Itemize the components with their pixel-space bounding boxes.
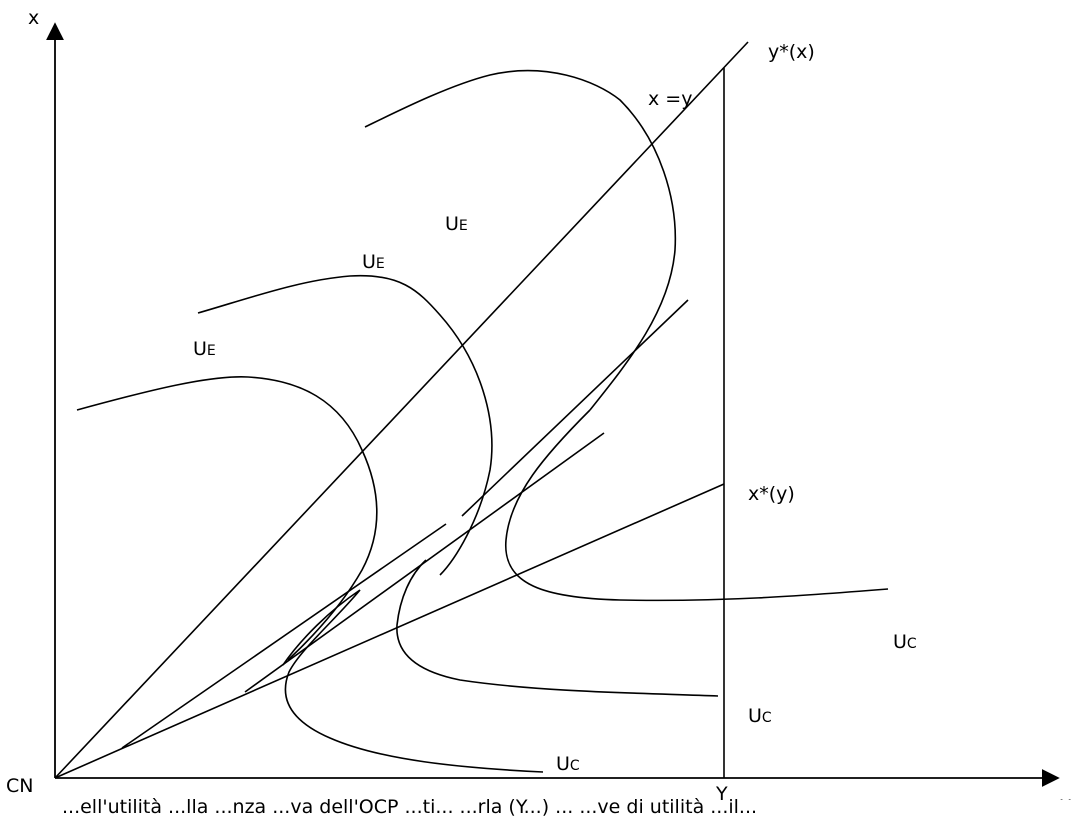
uc-curve-low	[282, 589, 544, 773]
tangent-line-1	[121, 523, 447, 749]
uc-label-high: UC	[893, 631, 917, 653]
y-bar-label: Y	[715, 783, 728, 800]
uc-label-low: UC	[556, 753, 580, 775]
identity-line-label: x =y	[648, 88, 692, 110]
tangent-line-3	[461, 299, 689, 517]
ue-label-low: UE	[193, 338, 216, 360]
uc-label-mid: UC	[748, 705, 772, 727]
line-y-star-x	[54, 41, 749, 779]
ue-curve-mid	[197, 274, 493, 576]
caption-fragment: ...ell'utilità ...lla ...nza ...va dell'…	[62, 796, 758, 816]
uc-curve-high	[505, 409, 889, 602]
origin-label: CN	[6, 775, 33, 797]
ue-label-high: UE	[445, 213, 468, 235]
uc-curve-mid	[396, 559, 719, 697]
ue-label-mid: UE	[362, 251, 385, 273]
line-x-star-y	[54, 483, 725, 779]
y-axis-label: y	[1060, 793, 1071, 800]
reaction-line-label: x*(y)	[748, 483, 795, 505]
diagonal-line-label: y*(x)	[768, 41, 815, 63]
ue-curve-high	[364, 69, 677, 411]
x-axis-label: x	[28, 7, 39, 29]
ue-curve-low	[76, 376, 378, 661]
